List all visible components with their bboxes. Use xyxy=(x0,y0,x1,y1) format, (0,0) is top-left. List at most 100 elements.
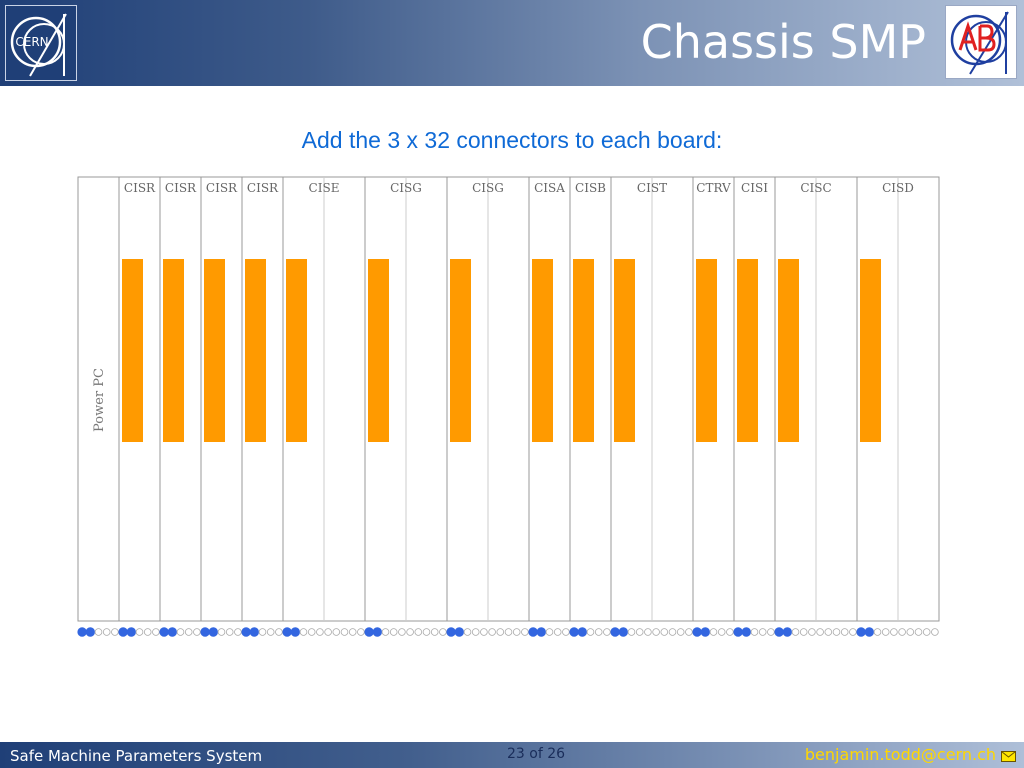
header-bar: CERN Chassis SMP xyxy=(0,0,1024,86)
board-cise-4: CISE xyxy=(282,176,366,622)
status-led-off xyxy=(553,628,562,636)
ab-logo xyxy=(945,5,1017,79)
connector-3x32 xyxy=(368,259,389,442)
board-cisb-8: CISB xyxy=(569,176,612,622)
connector-3x32 xyxy=(860,259,881,442)
status-led-off xyxy=(422,628,431,636)
status-led-off xyxy=(906,628,915,636)
author-email[interactable]: benjamin.todd@cern.ch xyxy=(804,745,996,764)
status-led-off xyxy=(668,628,677,636)
status-led-off xyxy=(406,628,414,636)
board-cisc-12: CISC xyxy=(774,176,858,622)
status-led-on xyxy=(290,627,301,637)
board-cist-9: CIST xyxy=(610,176,694,622)
board-cisr-1: CISR xyxy=(159,176,202,622)
cern-logo: CERN xyxy=(5,5,77,81)
status-led-off xyxy=(791,628,800,636)
status-led-on xyxy=(372,627,383,637)
board-label: CISE xyxy=(309,181,340,195)
status-led-off xyxy=(726,628,734,636)
power-pc-led-row xyxy=(77,627,119,637)
cern-logo-text: CERN xyxy=(15,35,48,49)
status-led-on xyxy=(282,627,292,637)
connector-3x32 xyxy=(573,259,594,442)
status-led-off xyxy=(890,628,898,636)
status-led-off xyxy=(652,628,660,636)
led-row-cist xyxy=(610,627,693,637)
status-led-off xyxy=(94,628,103,636)
status-led-on xyxy=(856,627,866,637)
status-led-on xyxy=(741,627,752,637)
status-led-on xyxy=(167,627,178,637)
board-cisi-11: CISI xyxy=(733,176,776,622)
status-led-on xyxy=(692,627,702,637)
status-led-on xyxy=(446,627,456,637)
slide-subtitle: Add the 3 x 32 connectors to each board: xyxy=(301,127,723,153)
page-number: 23 of 26 xyxy=(507,746,566,762)
status-led-on xyxy=(782,627,793,637)
status-led-off xyxy=(299,628,308,636)
status-led-on xyxy=(700,627,711,637)
connector-3x32 xyxy=(204,259,225,442)
status-led-off xyxy=(676,628,685,636)
status-led-on xyxy=(126,627,137,637)
power-pc-label: Power PC xyxy=(92,368,107,432)
status-led-off xyxy=(799,628,808,636)
board-label: CISB xyxy=(575,181,606,195)
led-row-cisa xyxy=(528,627,570,637)
status-led-off xyxy=(717,628,726,636)
board-label: CISR xyxy=(247,181,279,195)
led-row-cisc xyxy=(774,627,857,637)
status-led-off xyxy=(849,628,857,636)
board-label: CISR xyxy=(206,181,238,195)
mail-icon[interactable] xyxy=(1001,751,1016,762)
status-led-off xyxy=(504,628,513,636)
status-led-off xyxy=(275,628,283,636)
connector-3x32 xyxy=(122,259,143,442)
status-led-off xyxy=(685,628,693,636)
status-led-on xyxy=(528,627,538,637)
connector-3x32 xyxy=(614,259,635,442)
board-label: CIST xyxy=(637,181,667,195)
status-led-off xyxy=(217,628,226,636)
status-led-off xyxy=(840,628,849,636)
status-led-off xyxy=(586,628,595,636)
status-led-off xyxy=(152,628,160,636)
board-label: CISG xyxy=(390,181,422,195)
status-led-off xyxy=(357,628,365,636)
status-led-on xyxy=(577,627,588,637)
status-led-off xyxy=(324,628,332,636)
status-led-off xyxy=(881,628,890,636)
led-row-ctrv xyxy=(692,627,734,637)
status-led-off xyxy=(512,628,521,636)
footer-bar: Safe Machine Parameters System 23 of 26 … xyxy=(0,742,1024,768)
connector-3x32 xyxy=(778,259,799,442)
status-led-off xyxy=(307,628,316,636)
board-label: CISR xyxy=(124,181,156,195)
status-led-off xyxy=(348,628,357,636)
board-cisr-3: CISR xyxy=(241,176,284,622)
status-led-off xyxy=(873,628,882,636)
led-row-cisr xyxy=(118,627,160,637)
led-row-cisg xyxy=(446,627,529,637)
status-led-off xyxy=(562,628,570,636)
led-row-cisb xyxy=(569,627,611,637)
connector-3x32 xyxy=(737,259,758,442)
status-led-off xyxy=(381,628,390,636)
status-led-on xyxy=(159,627,169,637)
status-led-off xyxy=(594,628,603,636)
board-cisa-7: CISA xyxy=(528,176,571,622)
status-led-on xyxy=(208,627,219,637)
status-led-off xyxy=(660,628,669,636)
led-row-cise xyxy=(282,627,365,637)
status-led-off xyxy=(316,628,324,636)
status-led-on xyxy=(85,627,96,637)
status-led-on xyxy=(774,627,784,637)
status-led-on xyxy=(864,627,875,637)
status-led-on xyxy=(364,627,374,637)
status-led-off xyxy=(824,628,833,636)
status-led-off xyxy=(266,628,275,636)
status-led-on xyxy=(536,627,547,637)
status-led-off xyxy=(709,628,718,636)
